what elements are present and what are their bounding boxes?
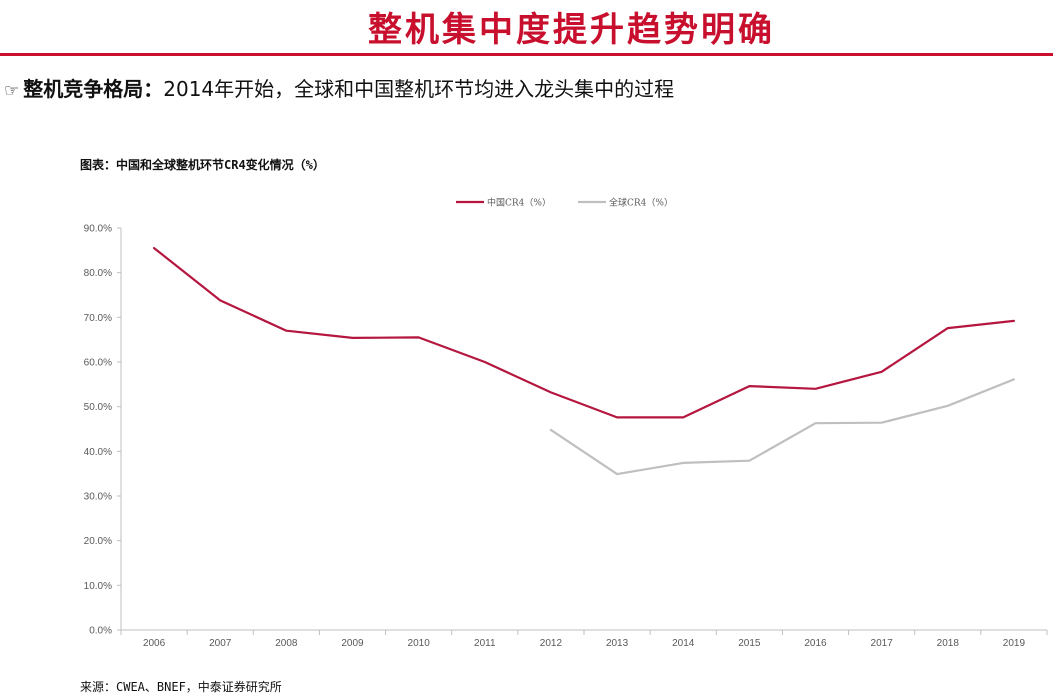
y-axis: 0.0% 10.0% 20.0% 30.0% 40.0% 50.0% 60.0% 70.0% 8… xyxy=(84,224,122,637)
y-tick-label: 60.0% xyxy=(84,358,112,369)
y-tick-label: 90.0% xyxy=(84,224,112,235)
legend-label-global: 全球CR4（%） xyxy=(609,197,673,209)
x-axis: 2006 2007 2008 2009 2010 2011 2012 2013 2014 2015… xyxy=(120,629,1048,649)
x-tick-label: 2018 xyxy=(937,638,960,649)
x-tick-label: 2010 xyxy=(408,638,431,649)
source-note: 来源：CWEA、BNEF，中泰证券研究所 xyxy=(80,680,282,694)
x-tick-label: 2014 xyxy=(672,638,695,649)
global-cr4-line xyxy=(549,378,1016,476)
chart-caption: 图表：中国和全球整机环节CR4变化情况（%） xyxy=(80,158,325,172)
x-tick-label: 2007 xyxy=(209,638,232,649)
y-tick-label: 40.0% xyxy=(84,447,112,458)
headline: ☞ 整机竞争格局：2014年开始，全球和中国整机环节均进入龙头集中的过程 xyxy=(4,73,674,102)
x-tick-label: 2006 xyxy=(143,638,166,649)
x-tick-label: 2008 xyxy=(275,638,298,649)
series-layer xyxy=(153,247,1016,476)
y-tick-label: 50.0% xyxy=(84,402,112,413)
x-tick-label: 2009 xyxy=(341,638,364,649)
title-divider xyxy=(0,53,1053,56)
pointing-hand-icon: ☞ xyxy=(4,81,20,101)
y-tick-label: 10.0% xyxy=(84,581,112,592)
y-tick-label: 20.0% xyxy=(84,536,112,547)
x-tick-label: 2012 xyxy=(540,638,563,649)
x-tick-label: 2013 xyxy=(606,638,629,649)
x-tick-label: 2011 xyxy=(474,638,496,649)
x-tick-label: 2015 xyxy=(738,638,761,649)
legend: 中国CR4（%） 全球CR4（%） xyxy=(456,197,673,209)
y-tick-label: 0.0% xyxy=(89,626,112,637)
y-tick-label: 30.0% xyxy=(84,492,112,503)
x-tick-label: 2019 xyxy=(1003,638,1026,649)
china-cr4-line xyxy=(153,247,1016,419)
x-tick-label: 2016 xyxy=(804,638,827,649)
y-tick-label: 70.0% xyxy=(84,313,112,324)
headline-lead: 整机竞争格局： xyxy=(23,77,164,101)
legend-label-china: 中国CR4（%） xyxy=(487,197,551,209)
x-tick-label: 2017 xyxy=(871,638,894,649)
y-tick-label: 80.0% xyxy=(84,268,112,279)
slide-title: 整机集中度提升趋势明确 xyxy=(368,10,775,50)
headline-text: 2014年开始，全球和中国整机环节均进入龙头集中的过程 xyxy=(163,77,675,101)
